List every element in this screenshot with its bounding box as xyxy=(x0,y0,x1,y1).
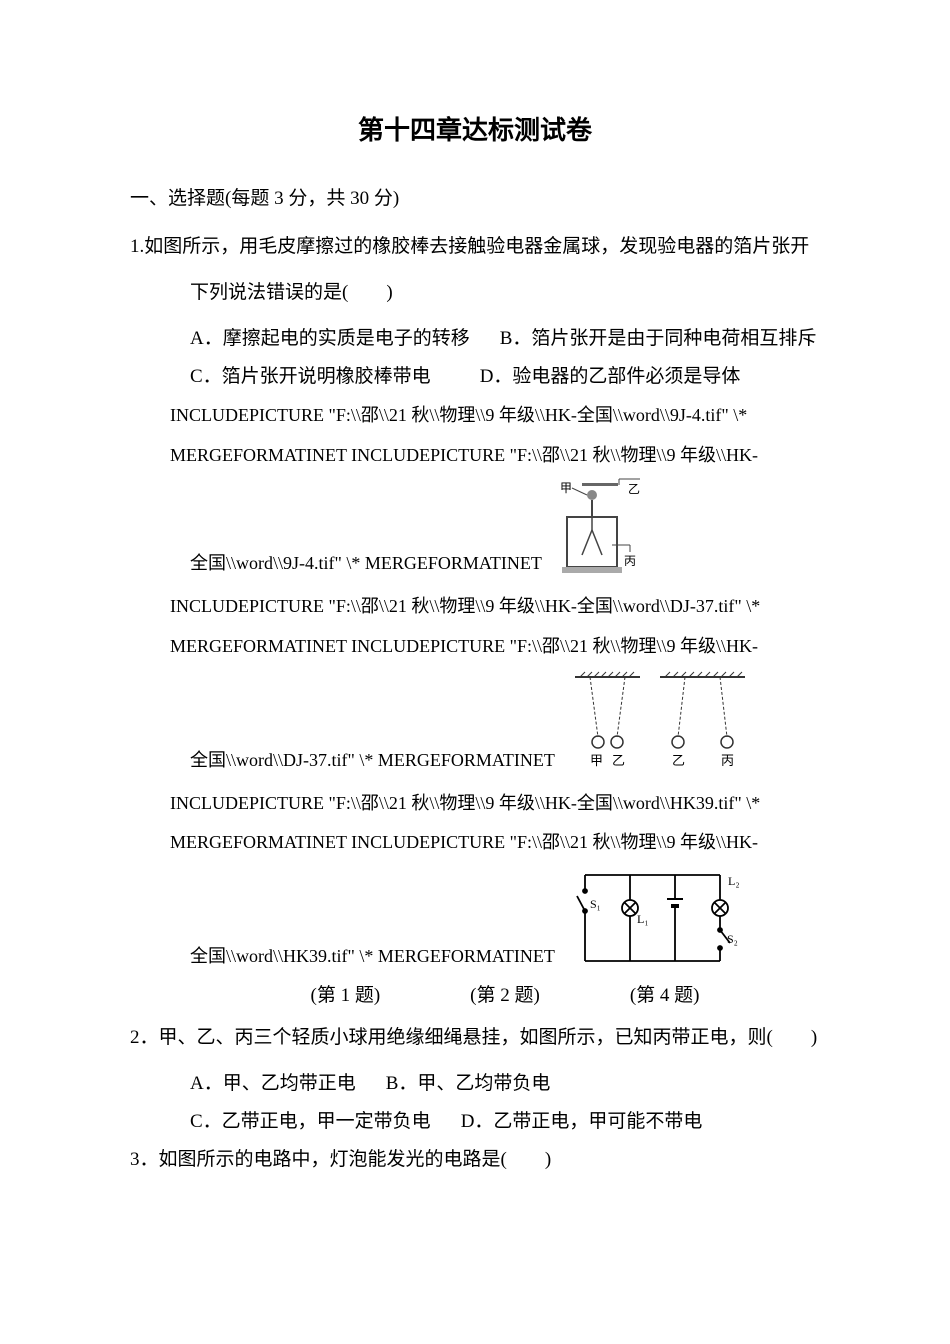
caption-2: (第 2 题) xyxy=(470,980,540,1007)
question-1-line2: 下列说法错误的是( ) xyxy=(130,274,820,312)
q1-optC: C．箔片张开说明橡胶棒带电 xyxy=(190,366,431,387)
question-1-line1: 1.如图所示，用毛皮摩擦过的橡胶棒去接触验电器金属球，发现验电器的箔片张开 xyxy=(130,228,820,266)
q1-optB: B．箔片张开是由于同种电荷相互排斥 xyxy=(500,328,817,349)
string-jia-icon xyxy=(590,677,598,737)
label-jia-fig2: 甲 xyxy=(590,753,603,768)
question-2: 2．甲、乙、丙三个轻质小球用绝缘细绳悬挂，如图所示，已知丙带正电，则( ) xyxy=(130,1019,820,1057)
q2-options-cd: C．乙带正电，甲一定带负电 D．乙带正电，甲可能不带电 xyxy=(130,1103,820,1141)
includepic-2a: INCLUDEPICTURE "F:\\邵\\21 秋\\物理\\9 年级\\H… xyxy=(130,587,820,627)
label-yi-right-fig2: 乙 xyxy=(672,753,685,768)
q3-num: 3． xyxy=(130,1149,159,1170)
q2-optD: D．乙带正电，甲可能不带电 xyxy=(461,1111,703,1132)
foil-left-icon xyxy=(582,530,592,555)
chapter-title: 第十四章达标测试卷 xyxy=(130,110,820,147)
q2-options-ab: A．甲、乙均带正电 B．甲、乙均带负电 xyxy=(130,1065,820,1103)
q1-optA: A．摩擦起电的实质是电子的转移 xyxy=(190,328,470,349)
ball-bing-icon xyxy=(721,736,733,748)
includepic-3a: INCLUDEPICTURE "F:\\邵\\21 秋\\物理\\9 年级\\H… xyxy=(130,784,820,824)
label-l1-fig4: L₁ xyxy=(637,912,649,926)
q1-text: 如图所示，用毛皮摩擦过的橡胶棒去接触验电器金属球，发现验电器的箔片张开 xyxy=(144,236,809,257)
q1-options-ab: A．摩擦起电的实质是电子的转移 B．箔片张开是由于同种电荷相互排斥 xyxy=(130,320,820,358)
includepic-3b: MERGEFORMATINET INCLUDEPICTURE "F:\\邵\\2… xyxy=(130,823,820,863)
label-s1-fig4: S₁ xyxy=(590,897,601,911)
includepic-2b: MERGEFORMATINET INCLUDEPICTURE "F:\\邵\\2… xyxy=(130,627,820,667)
label-jia-fig1: 甲 xyxy=(560,481,572,495)
figure-1-electroscope: 乙 甲 丙 xyxy=(552,475,647,575)
figure1-line: 全国\\word\\9J-4.tif" \* MERGEFORMATINET 乙… xyxy=(130,475,820,575)
label-s2-fig4: S₂ xyxy=(727,932,738,946)
rod-icon xyxy=(582,483,618,486)
figure-captions: (第 1 题) (第 2 题) (第 4 题) xyxy=(190,980,820,1007)
string-yi-right-icon xyxy=(678,677,685,737)
ball-yi-right-icon xyxy=(672,736,684,748)
question-3: 3．如图所示的电路中，灯泡能发光的电路是( ) xyxy=(130,1141,820,1179)
string-yi-left-icon xyxy=(617,677,625,737)
includepic-1a: INCLUDEPICTURE "F:\\邵\\21 秋\\物理\\9 年级\\H… xyxy=(130,396,820,436)
q1-options-cd: C．箔片张开说明橡胶棒带电 D．验电器的乙部件必须是导体 xyxy=(130,358,820,396)
q1-num: 1. xyxy=(130,236,144,257)
section-1-header: 一、选择题(每题 3 分，共 30 分) xyxy=(130,182,820,216)
q2-optC: C．乙带正电，甲一定带负电 xyxy=(190,1111,431,1132)
q2-text: 甲、乙、丙三个轻质小球用绝缘细绳悬挂，如图所示，已知丙带正电，则( ) xyxy=(159,1027,818,1048)
figure2-line: 全国\\word\\DJ-37.tif" \* MERGEFORMATINET … xyxy=(130,667,820,772)
includepic-1b: MERGEFORMATINET INCLUDEPICTURE "F:\\邵\\2… xyxy=(130,436,820,476)
label-l2-fig4: L₂ xyxy=(728,874,740,888)
q2-optA: A．甲、乙均带正电 xyxy=(190,1073,356,1094)
ball-yi-left-icon xyxy=(611,736,623,748)
figure-4-circuit: S₁ S₂ L₁ L₂ xyxy=(570,863,740,968)
caption-1: (第 1 题) xyxy=(311,980,381,1007)
caption-3: (第 4 题) xyxy=(630,980,700,1007)
foil-right-icon xyxy=(592,530,602,555)
ball-jia-icon xyxy=(592,736,604,748)
q3-text: 如图所示的电路中，灯泡能发光的电路是( ) xyxy=(159,1149,552,1170)
label-bing-fig1: 丙 xyxy=(624,554,636,568)
figure-2-hanging-balls: 甲 乙 乙 丙 xyxy=(570,667,750,772)
q2-optB: B．甲、乙均带负电 xyxy=(386,1073,551,1094)
includepic-2c: 全国\\word\\DJ-37.tif" \* MERGEFORMATINET xyxy=(190,746,555,772)
q2-num: 2． xyxy=(130,1027,159,1048)
label-yi-left-fig2: 乙 xyxy=(612,753,625,768)
label-bing-fig2: 丙 xyxy=(721,753,734,768)
includepic-1c: 全国\\word\\9J-4.tif" \* MERGEFORMATINET xyxy=(190,549,542,575)
label-yi-fig1: 乙 xyxy=(628,482,640,496)
q1-optD: D．验电器的乙部件必须是导体 xyxy=(480,366,741,387)
base-icon xyxy=(562,567,622,573)
includepic-3c: 全国\\word\\HK39.tif" \* MERGEFORMATINET xyxy=(190,942,555,968)
ball-icon xyxy=(587,490,597,500)
string-bing-icon xyxy=(720,677,727,737)
figure4-line: 全国\\word\\HK39.tif" \* MERGEFORMATINET xyxy=(130,863,820,968)
